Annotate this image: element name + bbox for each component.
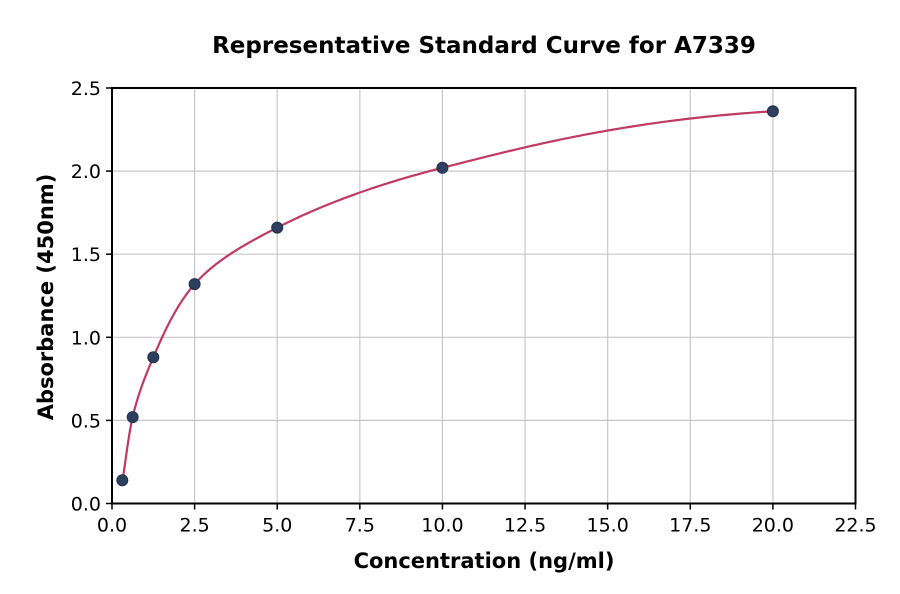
x-tick-label: 10.0 <box>421 515 463 537</box>
spines <box>111 87 857 505</box>
x-tick-label: 2.5 <box>180 515 210 537</box>
data-points <box>116 105 779 487</box>
x-tick-label: 17.5 <box>669 515 711 537</box>
x-tick-label: 7.5 <box>345 515 375 537</box>
y-tick-label: 0.0 <box>71 494 101 516</box>
data-point <box>147 351 160 364</box>
data-point <box>116 474 129 487</box>
x-axis-ticks: 0.0 2.5 5.0 7.5 10.0 12.5 15.0 17.5 20.0 22.5 <box>97 503 877 537</box>
data-point <box>436 161 449 174</box>
data-point <box>188 278 201 291</box>
chart-title: Representative Standard Curve for A7339 <box>212 33 756 59</box>
data-point <box>271 221 284 234</box>
y-tick-label: 1.0 <box>71 327 101 349</box>
data-point <box>126 411 139 424</box>
x-axis-label: Concentration (ng/ml) <box>353 549 615 573</box>
y-axis-ticks: 0.0 0.5 1.0 1.5 2.0 2.5 <box>71 78 112 516</box>
x-tick-label: 0.0 <box>97 515 127 537</box>
x-tick-label: 20.0 <box>752 515 794 537</box>
x-tick-label: 5.0 <box>262 515 292 537</box>
x-tick-label: 22.5 <box>834 515 876 537</box>
y-tick-label: 2.5 <box>71 78 101 100</box>
grid-lines <box>111 87 857 505</box>
y-tick-label: 0.5 <box>71 410 101 432</box>
axes-box <box>111 87 857 505</box>
y-tick-label: 2.0 <box>71 161 101 183</box>
data-point <box>766 105 779 118</box>
y-tick-label: 1.5 <box>71 244 101 266</box>
x-tick-label: 12.5 <box>504 515 546 537</box>
x-tick-label: 15.0 <box>587 515 629 537</box>
